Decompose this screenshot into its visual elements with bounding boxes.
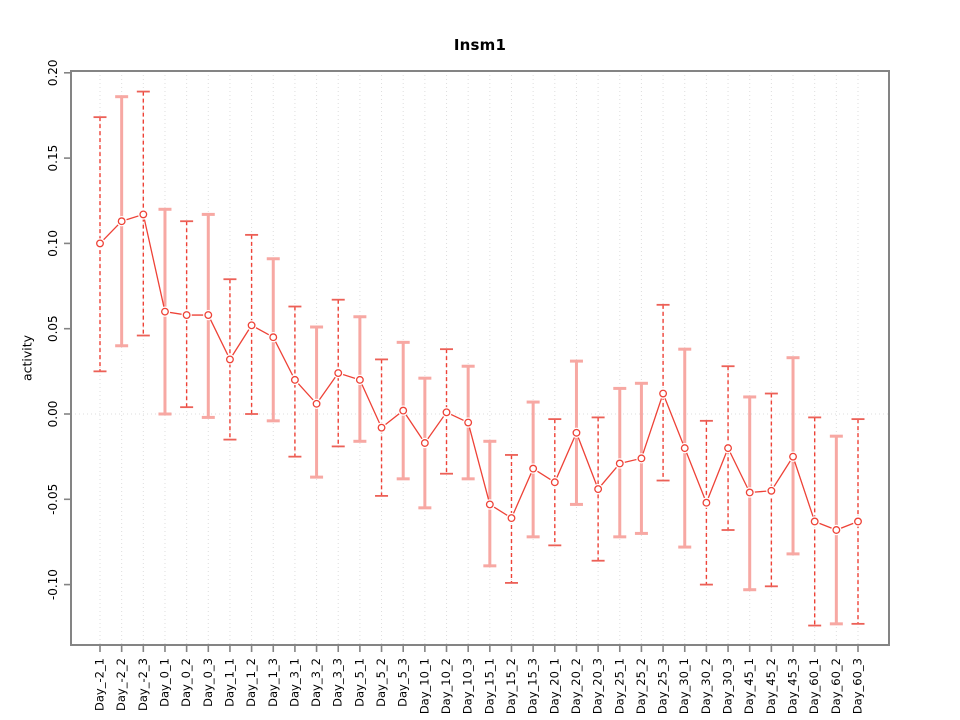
data-point [507, 514, 516, 523]
y-tick-label: 0.20 [46, 59, 60, 86]
x-tick-label: Day_10_3 [461, 658, 475, 714]
data-point [161, 307, 169, 316]
data-point [854, 517, 862, 526]
y-tick-label: 0.00 [46, 401, 60, 428]
x-tick-label: Day_1_2 [244, 658, 258, 707]
x-tick-label: Day_5_1 [352, 658, 366, 707]
data-point [680, 444, 689, 453]
data-point [702, 498, 711, 507]
y-tick-label: -0.10 [46, 569, 60, 600]
x-tick-label: Day_15_2 [504, 658, 518, 714]
data-point [745, 488, 754, 497]
data-point [810, 517, 819, 526]
x-tick-label: Day_20_2 [569, 658, 583, 714]
data-point [659, 389, 668, 398]
x-tick-label: Day_3_1 [287, 658, 301, 707]
y-tick-label: 0.05 [46, 315, 60, 342]
x-tick-label: Day_15_1 [482, 658, 496, 714]
y-tick-label: 0.10 [46, 230, 60, 257]
x-tick-label: Day_30_3 [721, 658, 735, 714]
data-point [615, 459, 624, 468]
x-tick-label: Day_10_1 [417, 658, 431, 714]
x-tick-label: Day_60_1 [807, 658, 821, 714]
data-point [117, 217, 126, 226]
data-point [420, 439, 429, 447]
data-point [182, 311, 191, 320]
data-point [767, 486, 776, 495]
x-tick-label: Day_60_3 [851, 658, 865, 714]
x-tick-label: Day_30_1 [677, 658, 691, 714]
x-tick-label: Day_25_2 [634, 658, 648, 714]
chart-title: Insm1 [453, 36, 507, 54]
x-tick-label: Day_45_1 [742, 658, 756, 714]
data-point [399, 406, 408, 415]
data-point [485, 500, 494, 509]
data-point [550, 478, 559, 487]
data-point [139, 210, 148, 219]
x-tick-label: Day_1_1 [222, 658, 236, 707]
x-tick-label: Day_25_1 [612, 658, 626, 714]
x-tick-label: Day_20_1 [547, 658, 561, 714]
data-point [442, 408, 451, 417]
data-point [464, 418, 473, 427]
x-tick-label: Day_5_3 [396, 658, 410, 707]
data-point [637, 454, 646, 463]
x-tick-label: Day_25_3 [656, 658, 670, 714]
x-tick-label: Day_0_3 [201, 658, 215, 707]
data-point [572, 428, 581, 437]
x-tick-label: Day_45_2 [764, 658, 778, 714]
y-tick-label: 0.15 [46, 145, 60, 172]
data-point [529, 464, 538, 473]
data-point [247, 321, 256, 330]
y-axis-label: activity [19, 334, 35, 382]
data-point [290, 375, 299, 384]
data-point [594, 485, 603, 494]
x-tick-label: Day_10_2 [439, 658, 453, 714]
x-tick-label: Day_0_2 [179, 658, 193, 707]
x-tick-label: Day_45_3 [786, 658, 800, 714]
data-point [312, 399, 321, 408]
x-tick-label: Day_15_3 [526, 658, 540, 714]
x-tick-label: Day_1_3 [266, 658, 280, 707]
data-point [96, 239, 104, 248]
data-point [334, 369, 343, 378]
x-tick-label: Day_30_2 [699, 658, 713, 714]
x-tick-label: Day_-2_1 [93, 658, 107, 711]
x-tick-label: Day_0_1 [157, 658, 171, 707]
x-tick-label: Day_60_2 [829, 658, 843, 714]
data-point [355, 375, 364, 384]
data-point [269, 333, 278, 342]
x-tick-label: Day_3_2 [309, 658, 323, 707]
x-tick-label: Day_-2_2 [114, 658, 128, 711]
x-tick-label: Day_20_3 [591, 658, 605, 714]
data-point [789, 452, 797, 461]
x-tick-label: Day_5_2 [374, 658, 388, 707]
data-point [832, 526, 841, 534]
data-point [204, 311, 213, 320]
y-tick-label: -0.05 [46, 484, 60, 515]
plot-border [70, 70, 890, 646]
data-point [225, 355, 234, 364]
x-tick-label: Day_3_3 [331, 658, 345, 707]
x-tick-label: Day_-2_3 [136, 658, 150, 711]
data-point [377, 423, 386, 432]
data-point [724, 444, 733, 453]
data-line [99, 213, 859, 531]
